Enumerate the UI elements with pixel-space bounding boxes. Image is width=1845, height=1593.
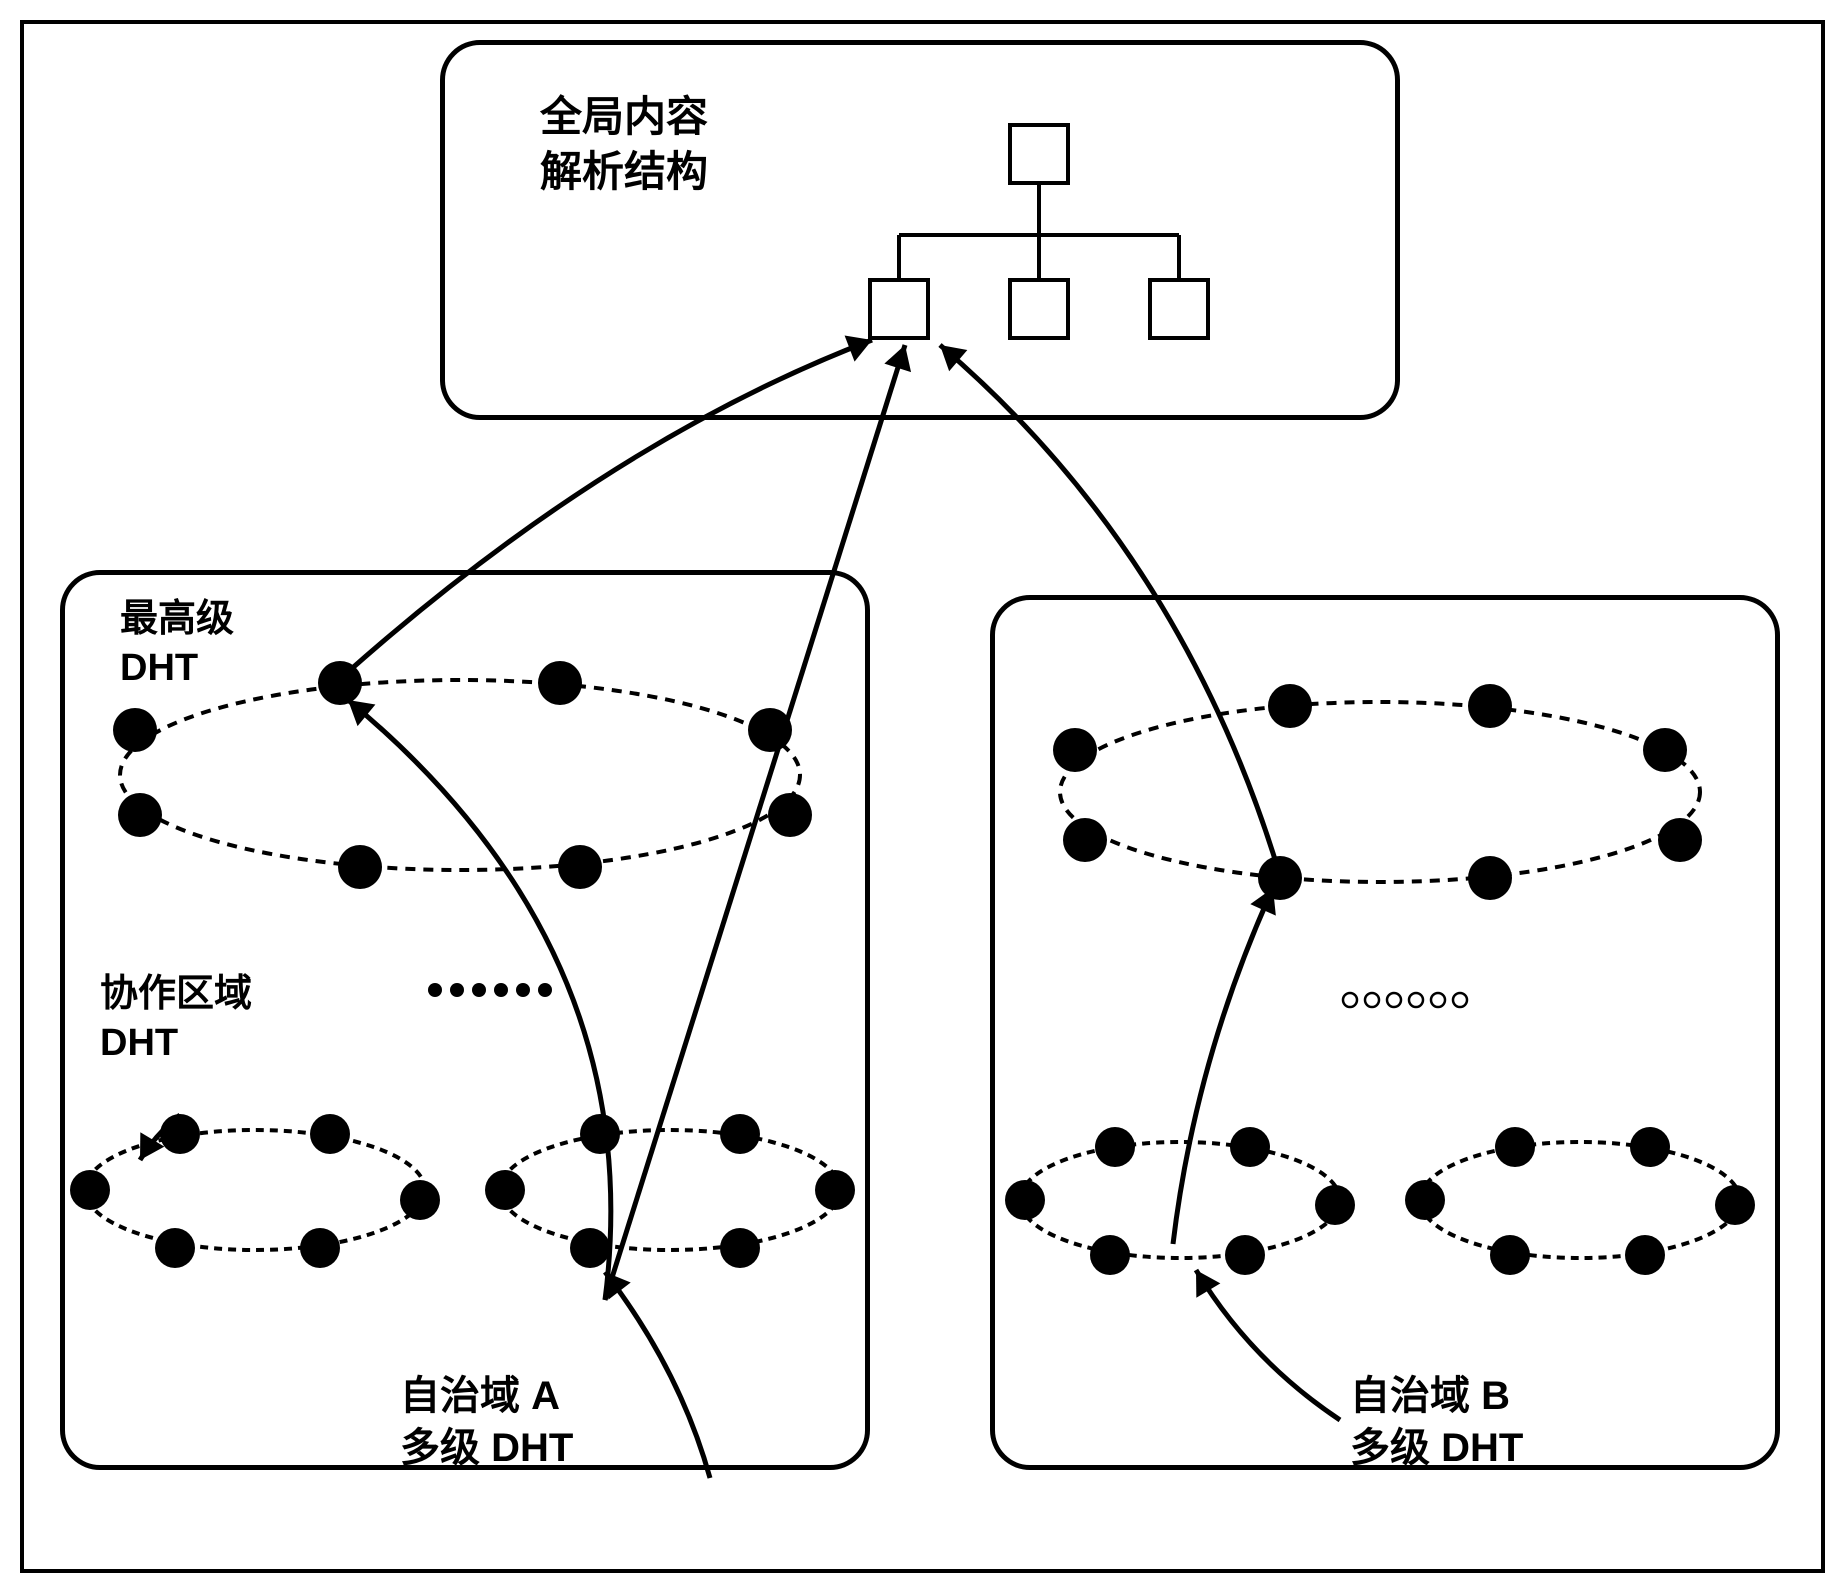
- label-coop-area-dht: 协作区域 DHT: [100, 970, 252, 1069]
- label-top-level-dht: 最高级 DHT: [120, 595, 234, 694]
- global-title-line2: 解析结构: [540, 148, 708, 195]
- label-top-level-line2: DHT: [120, 647, 198, 689]
- label-domain-b-line2: 多级 DHT: [1350, 1426, 1523, 1470]
- label-domain-b-line1: 自治域 B: [1350, 1374, 1510, 1418]
- label-domain-b: 自治域 B 多级 DHT: [1350, 1370, 1523, 1474]
- label-coop-line2: DHT: [100, 1022, 178, 1064]
- label-domain-a-line2: 多级 DHT: [400, 1426, 573, 1470]
- domain-b-box: [990, 595, 1780, 1470]
- global-resolver-title: 全局内容 解析结构: [540, 90, 708, 199]
- label-domain-a: 自治域 A 多级 DHT: [400, 1370, 573, 1474]
- label-coop-line1: 协作区域: [100, 973, 252, 1015]
- label-top-level-line1: 最高级: [120, 598, 234, 640]
- global-title-line1: 全局内容: [540, 93, 708, 140]
- label-domain-a-line1: 自治域 A: [400, 1374, 560, 1418]
